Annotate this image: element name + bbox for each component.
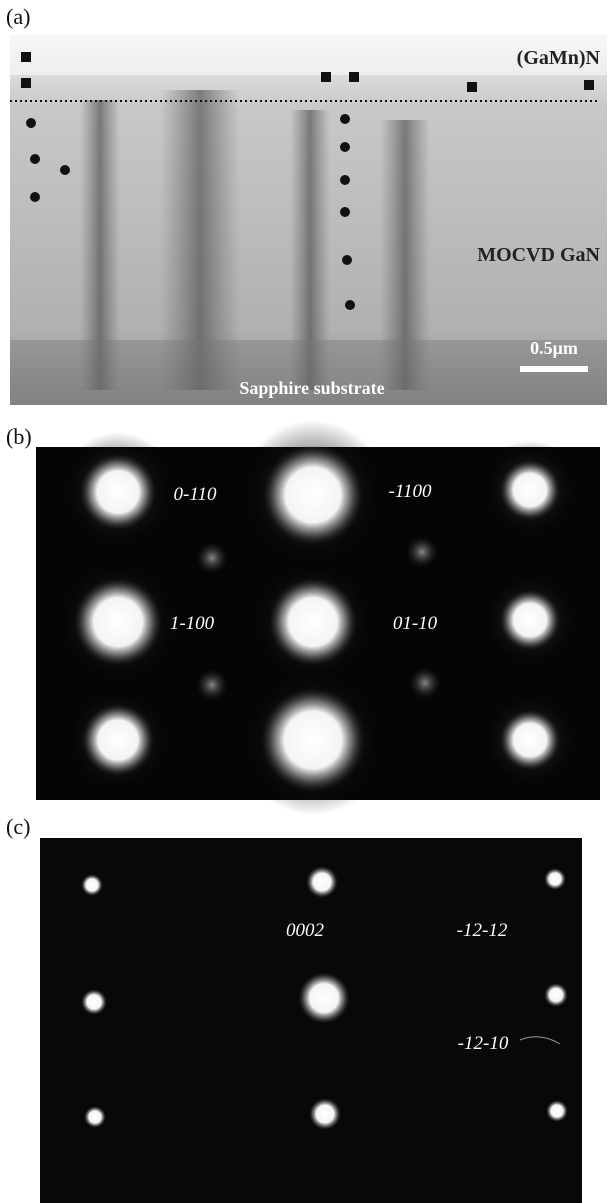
layer-label: Sapphire substrate <box>239 378 384 398</box>
scale-bar-label: 0.5μm <box>530 338 578 358</box>
tem-image <box>10 35 607 405</box>
layer-label: (GaMn)N <box>517 47 601 69</box>
diffraction-pattern <box>40 838 582 1203</box>
panel-label: (c) <box>6 814 30 839</box>
index-label: -12-12 <box>457 920 508 941</box>
figure: (a) (GaMn)N MOCVD GaN 0.5μm Sapphire sub… <box>0 0 609 1203</box>
diffraction-pattern <box>36 420 600 815</box>
panel-label: (b) <box>6 424 32 449</box>
index-label: 0002 <box>286 920 325 941</box>
layer-label: MOCVD GaN <box>477 244 600 266</box>
index-label: 1-100 <box>170 613 215 634</box>
index-label: 0-110 <box>174 484 217 505</box>
panel-label: (a) <box>6 4 30 29</box>
index-label: -12-10 <box>458 1033 509 1054</box>
index-label: 01-10 <box>393 613 438 634</box>
index-label: -1100 <box>389 481 432 502</box>
